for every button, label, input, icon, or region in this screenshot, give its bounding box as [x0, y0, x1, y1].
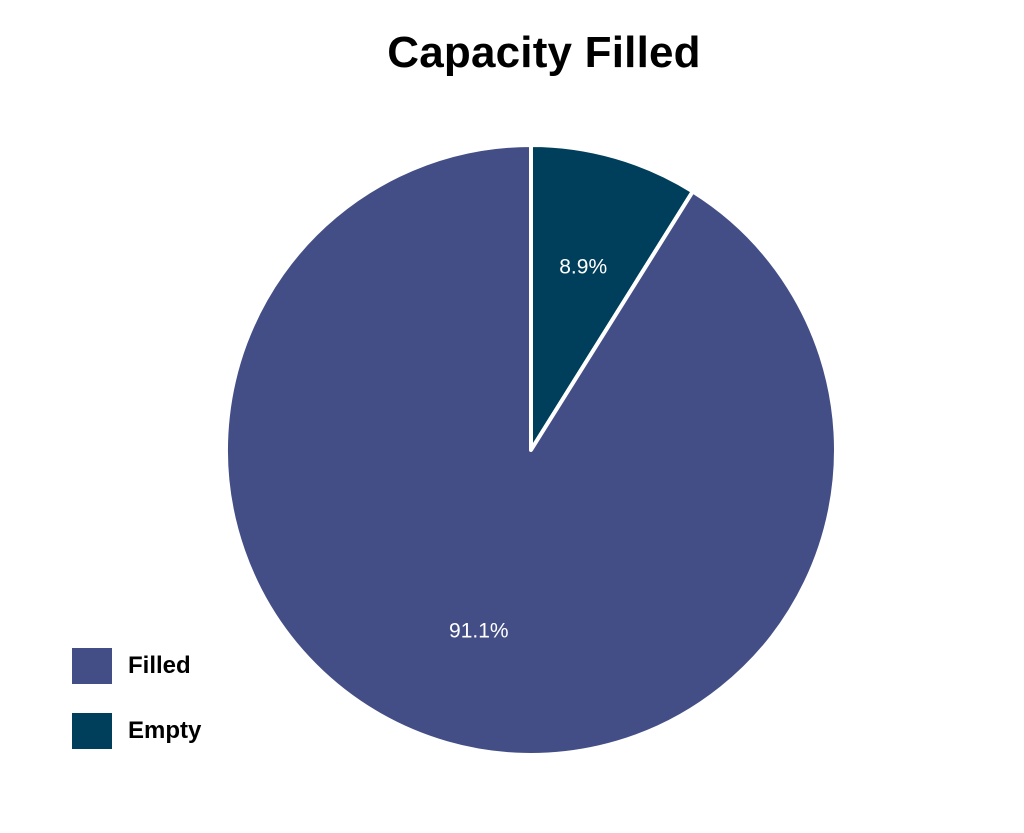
legend-swatch-filled [72, 648, 112, 684]
legend-swatch-empty [72, 713, 112, 749]
chart-title: Capacity Filled [387, 28, 701, 77]
pie-label-filled: 91.1% [449, 619, 509, 642]
pie-label-empty: 8.9% [559, 256, 607, 279]
legend-item-empty: Empty [72, 713, 201, 749]
legend-label-filled: Filled [128, 652, 191, 679]
legend-label-empty: Empty [128, 717, 202, 744]
legend: Filled Empty [72, 648, 201, 778]
pie-slice-filled [224, 143, 838, 757]
legend-item-filled: Filled [72, 648, 201, 684]
pie-slice-empty [529, 143, 695, 452]
